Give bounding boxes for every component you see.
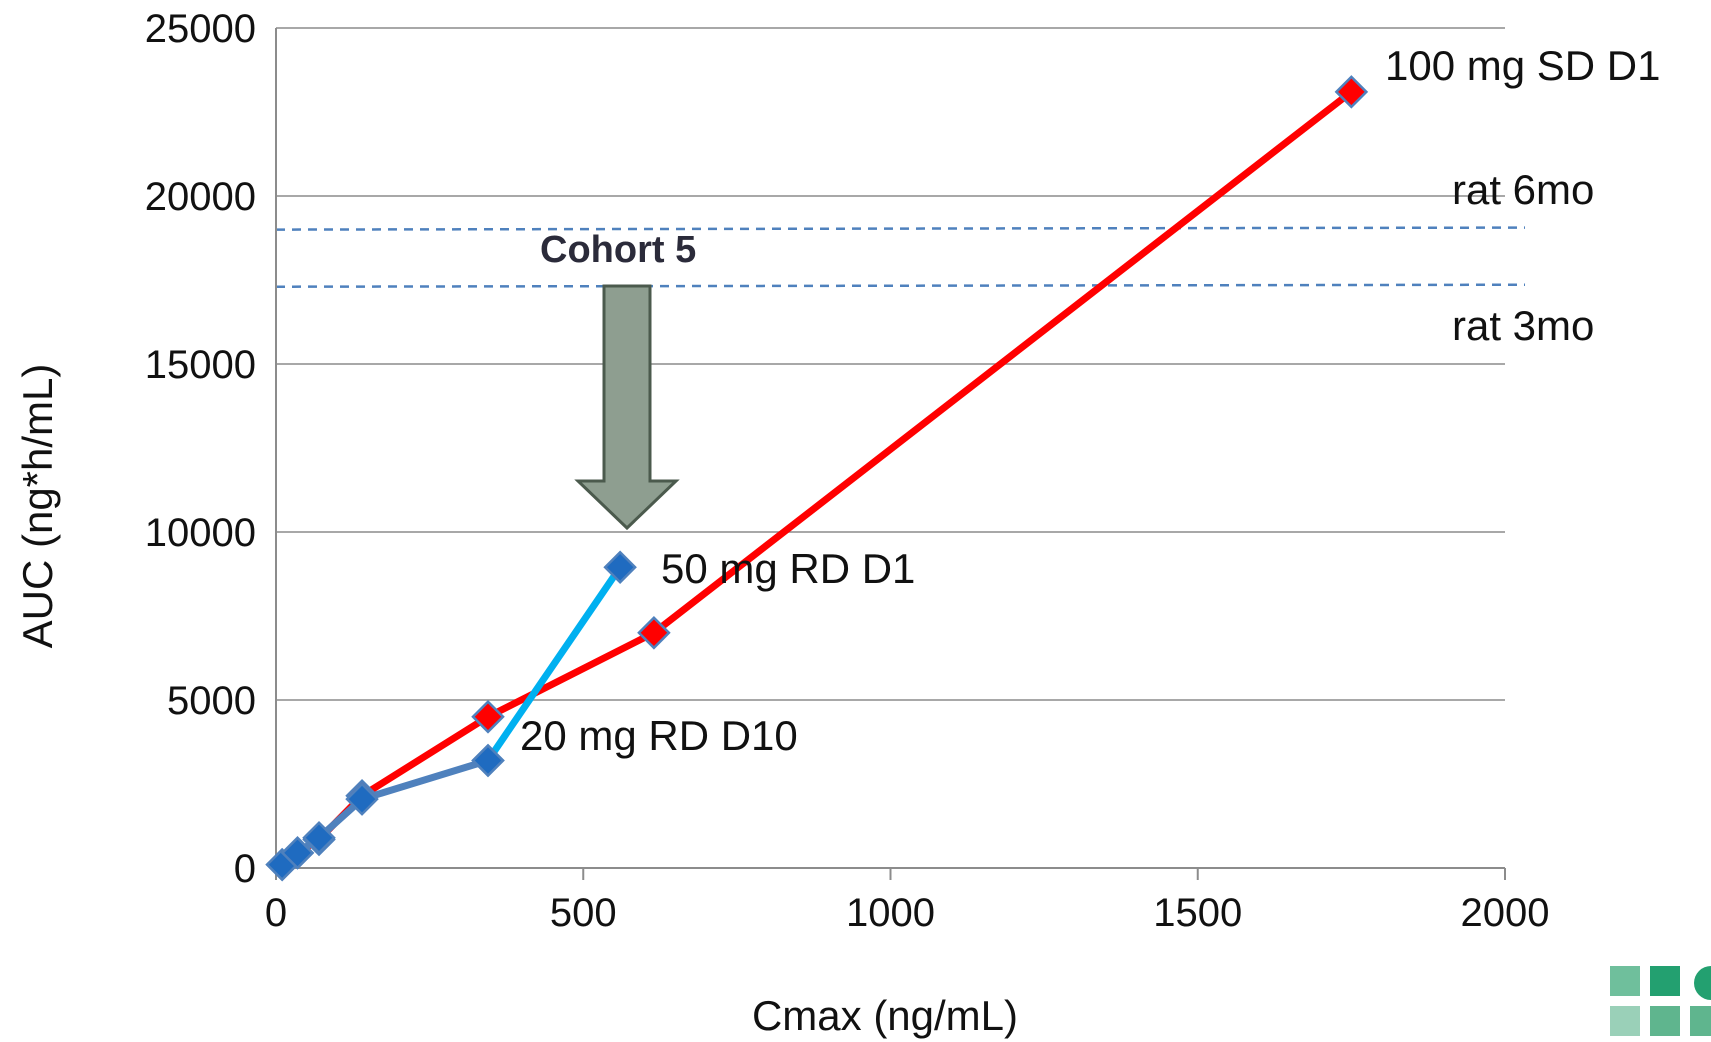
data-point-marker <box>345 782 379 816</box>
logo-square <box>1610 966 1640 996</box>
label-cohort-5: Cohort 5 <box>540 229 696 271</box>
x-axis-title: Cmax (ng/mL) <box>752 992 1018 1039</box>
series-line <box>484 563 624 764</box>
y-tick-label: 15000 <box>145 343 256 387</box>
y-axis-title: AUC (ng*h/mL) <box>14 364 61 649</box>
data-point-marker <box>1334 75 1369 109</box>
data-series <box>265 75 1369 882</box>
logo <box>1610 966 1711 1036</box>
x-tick-label: 0 <box>265 891 287 935</box>
gridlines <box>276 27 1505 701</box>
data-point-marker <box>280 836 315 870</box>
y-tick-label: 10000 <box>145 511 256 555</box>
logo-square <box>1610 1006 1640 1036</box>
labels: Cmax (ng/mL) AUC (ng*h/mL) rat 6mo rat 3… <box>14 42 1660 1039</box>
label-20mg-rd-d10: 20 mg RD D10 <box>520 712 798 759</box>
reference-line <box>275 226 1526 231</box>
reference-lines <box>275 226 1526 288</box>
logo-circle-fragment <box>1694 966 1711 1000</box>
axes: 0 5000 10000 15000 20000 25000 0 500 1000 1500 200… <box>145 7 1550 935</box>
y-tick-label: 20000 <box>145 175 256 219</box>
data-point-marker <box>471 743 505 778</box>
logo-square <box>1650 1006 1680 1036</box>
data-point-marker <box>603 550 637 585</box>
y-tick-label: 5000 <box>167 679 256 723</box>
data-point-marker <box>637 616 671 650</box>
label-50mg-rd-d1: 50 mg RD D1 <box>661 545 915 592</box>
data-point-marker <box>302 820 336 855</box>
down-arrow-shape <box>574 284 680 531</box>
logo-square <box>1650 966 1680 996</box>
x-tick-label: 500 <box>550 891 617 935</box>
series-line <box>278 88 1355 869</box>
reference-line <box>275 283 1526 288</box>
cohort-arrow <box>574 284 680 531</box>
y-tick-label: 25000 <box>145 7 256 51</box>
y-tick-label: 0 <box>234 847 256 891</box>
label-100mg-sd-d1: 100 mg SD D1 <box>1385 42 1660 89</box>
label-rat-6mo: rat 6mo <box>1452 166 1594 213</box>
logo-square <box>1690 1006 1711 1036</box>
x-tick-label: 1000 <box>846 891 935 935</box>
label-rat-3mo: rat 3mo <box>1452 302 1594 349</box>
data-point-marker <box>471 700 505 734</box>
x-tick-label: 2000 <box>1461 891 1550 935</box>
x-tick-label: 1500 <box>1153 891 1242 935</box>
